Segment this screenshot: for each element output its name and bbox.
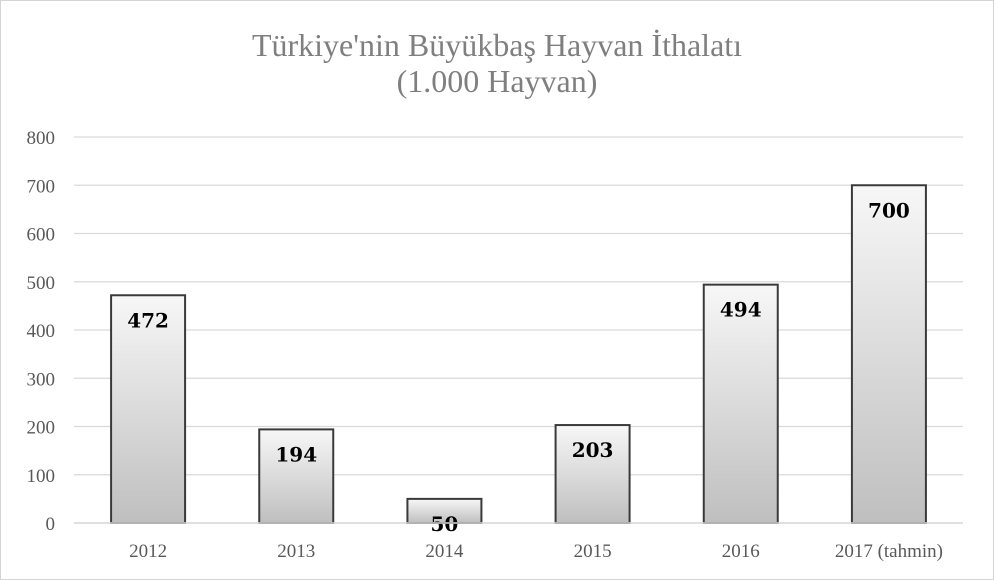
chart-subtitle: (1.000 Hayvan) <box>396 63 598 99</box>
data-label: 194 <box>275 442 317 466</box>
x-tick-label: 2015 <box>574 541 612 562</box>
y-tick-label: 600 <box>27 225 56 246</box>
bar-2015 <box>554 424 631 524</box>
y-tick-label: 500 <box>27 273 56 294</box>
x-tick-label: 2017 (tahmin) <box>835 541 943 562</box>
y-tick-label: 800 <box>27 128 56 149</box>
x-tick-label: 2012 <box>129 541 167 562</box>
y-tick-label: 200 <box>27 418 56 439</box>
data-label: 700 <box>868 198 910 222</box>
data-label: 472 <box>127 308 169 332</box>
x-tick-label: 2013 <box>277 541 315 562</box>
bar-2014 <box>406 497 483 524</box>
y-tick-label: 700 <box>27 176 56 197</box>
data-label: 50 <box>430 512 458 536</box>
x-tick-label: 2014 <box>425 541 464 562</box>
data-label: 494 <box>720 298 762 322</box>
y-tick-label: 400 <box>27 321 56 342</box>
bar-2013 <box>258 428 335 524</box>
chart-title: Türkiye'nin Büyükbaş Hayvan İthalatı (1.… <box>1 27 993 99</box>
x-tick-label: 2016 <box>722 541 760 562</box>
y-tick-label: 0 <box>46 514 56 535</box>
y-tick-label: 100 <box>27 466 56 487</box>
chart-title-line: Türkiye'nin Büyükbaş Hayvan İthalatı <box>251 27 743 63</box>
bar-2012 <box>110 294 187 525</box>
bar-2017 <box>850 184 927 524</box>
y-tick-label: 300 <box>27 369 56 390</box>
data-label: 203 <box>572 438 614 462</box>
